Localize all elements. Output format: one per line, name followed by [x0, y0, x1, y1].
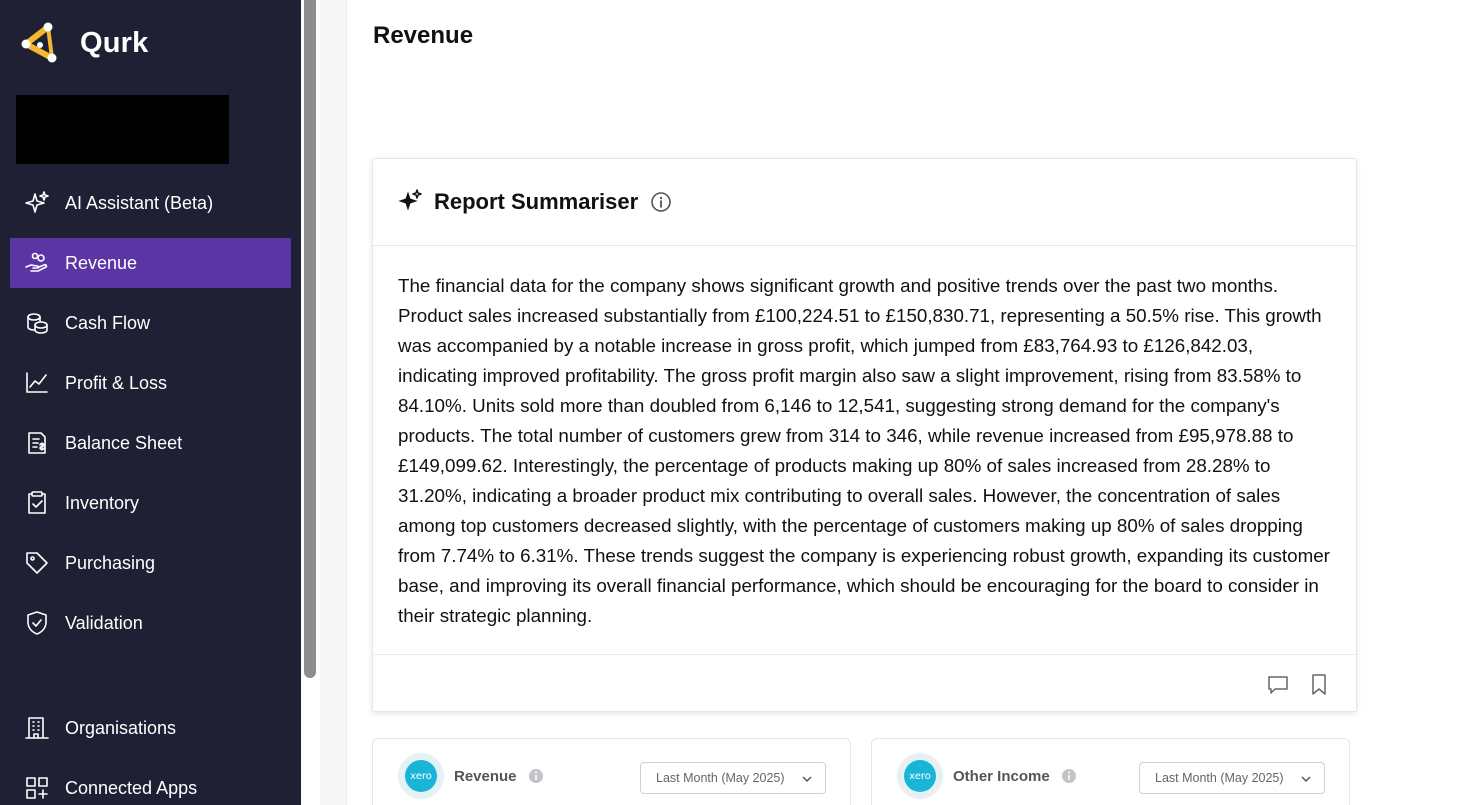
- sidebar-item-organisations[interactable]: Organisations: [10, 703, 291, 753]
- other-income-widget: xero Other Income Last Month (May 2025): [871, 738, 1350, 805]
- sidebar-item-label: Profit & Loss: [65, 372, 168, 393]
- content-left-margin: [320, 0, 347, 805]
- revenue-widget: xero Revenue Last Month (May 2025): [372, 738, 851, 805]
- sidebar-item-balance-sheet[interactable]: Balance Sheet: [10, 418, 291, 468]
- sidebar-item-profit-loss[interactable]: Profit & Loss: [10, 358, 291, 408]
- sidebar-item-purchasing[interactable]: Purchasing: [10, 538, 291, 588]
- sidebar-item-label: AI Assistant (Beta): [65, 192, 214, 213]
- period-select-value: Last Month (May 2025): [656, 771, 785, 785]
- hand-coins-icon: [25, 252, 48, 272]
- report-summariser-card: Report Summariser The financial data for…: [372, 158, 1357, 712]
- building-icon: [25, 717, 49, 739]
- xero-logo-text: xero: [405, 760, 437, 792]
- sidebar-item-label: Revenue: [65, 252, 138, 273]
- info-icon[interactable]: [528, 768, 544, 784]
- chevron-down-icon: [1301, 776, 1311, 783]
- sidebar-item-label: Connected Apps: [65, 777, 198, 798]
- page-title: Revenue: [373, 22, 474, 49]
- app-logo[interactable]: Qurk: [18, 22, 149, 64]
- sidebar-item-revenue[interactable]: Revenue: [10, 238, 291, 288]
- app-name: Qurk: [80, 26, 149, 59]
- clipboard-check-icon: [28, 491, 46, 514]
- xero-logo-text: xero: [904, 760, 936, 792]
- sidebar-item-validation[interactable]: Validation: [10, 598, 291, 648]
- sidebar-item-label: Purchasing: [65, 552, 156, 573]
- period-select[interactable]: Last Month (May 2025): [640, 762, 826, 794]
- tag-icon: [26, 552, 48, 574]
- sidebar-item-connected-apps[interactable]: Connected Apps: [10, 763, 291, 805]
- info-icon[interactable]: [1061, 768, 1077, 784]
- organisation-selector-redacted[interactable]: [16, 95, 229, 164]
- bookmark-icon[interactable]: [1307, 672, 1331, 696]
- chevron-down-icon: [802, 776, 812, 783]
- line-chart-icon: [26, 372, 48, 393]
- sidebar-item-label: Balance Sheet: [65, 432, 183, 453]
- apps-grid-icon: [26, 777, 48, 799]
- sidebar-scrollbar[interactable]: [304, 0, 316, 678]
- sidebar-item-label: Validation: [65, 612, 143, 633]
- qurk-logo-icon: [21, 22, 57, 63]
- xero-logo-icon: xero: [897, 753, 943, 799]
- receipt-icon: [28, 432, 46, 454]
- sparkles-icon: [25, 191, 49, 213]
- sidebar-item-label: Cash Flow: [65, 312, 151, 333]
- card-title: Report Summariser: [434, 189, 639, 214]
- widget-title: Revenue: [454, 768, 517, 785]
- sidebar-item-inventory[interactable]: Inventory: [10, 478, 291, 528]
- info-icon[interactable]: [650, 191, 672, 213]
- widget-title: Other Income: [953, 768, 1050, 785]
- card-footer: [373, 654, 1356, 711]
- period-select[interactable]: Last Month (May 2025): [1139, 762, 1325, 794]
- card-header: Report Summariser: [373, 159, 1356, 246]
- sidebar-item-label: Inventory: [65, 492, 140, 513]
- sparkles-icon: [398, 187, 424, 218]
- coins-icon: [27, 313, 48, 334]
- sidebar-item-cash-flow[interactable]: Cash Flow: [10, 298, 291, 348]
- sidebar-item-ai-assistant[interactable]: AI Assistant (Beta): [10, 178, 291, 228]
- xero-logo-icon: xero: [398, 753, 444, 799]
- period-select-value: Last Month (May 2025): [1155, 771, 1284, 785]
- sidebar: Qurk AI Assistant (Beta) Revenue Cash Fl…: [0, 0, 301, 805]
- comment-icon[interactable]: [1266, 672, 1290, 696]
- shield-check-icon: [27, 611, 47, 635]
- sidebar-item-label: Organisations: [65, 717, 177, 738]
- summary-text: The financial data for the company shows…: [398, 275, 1330, 626]
